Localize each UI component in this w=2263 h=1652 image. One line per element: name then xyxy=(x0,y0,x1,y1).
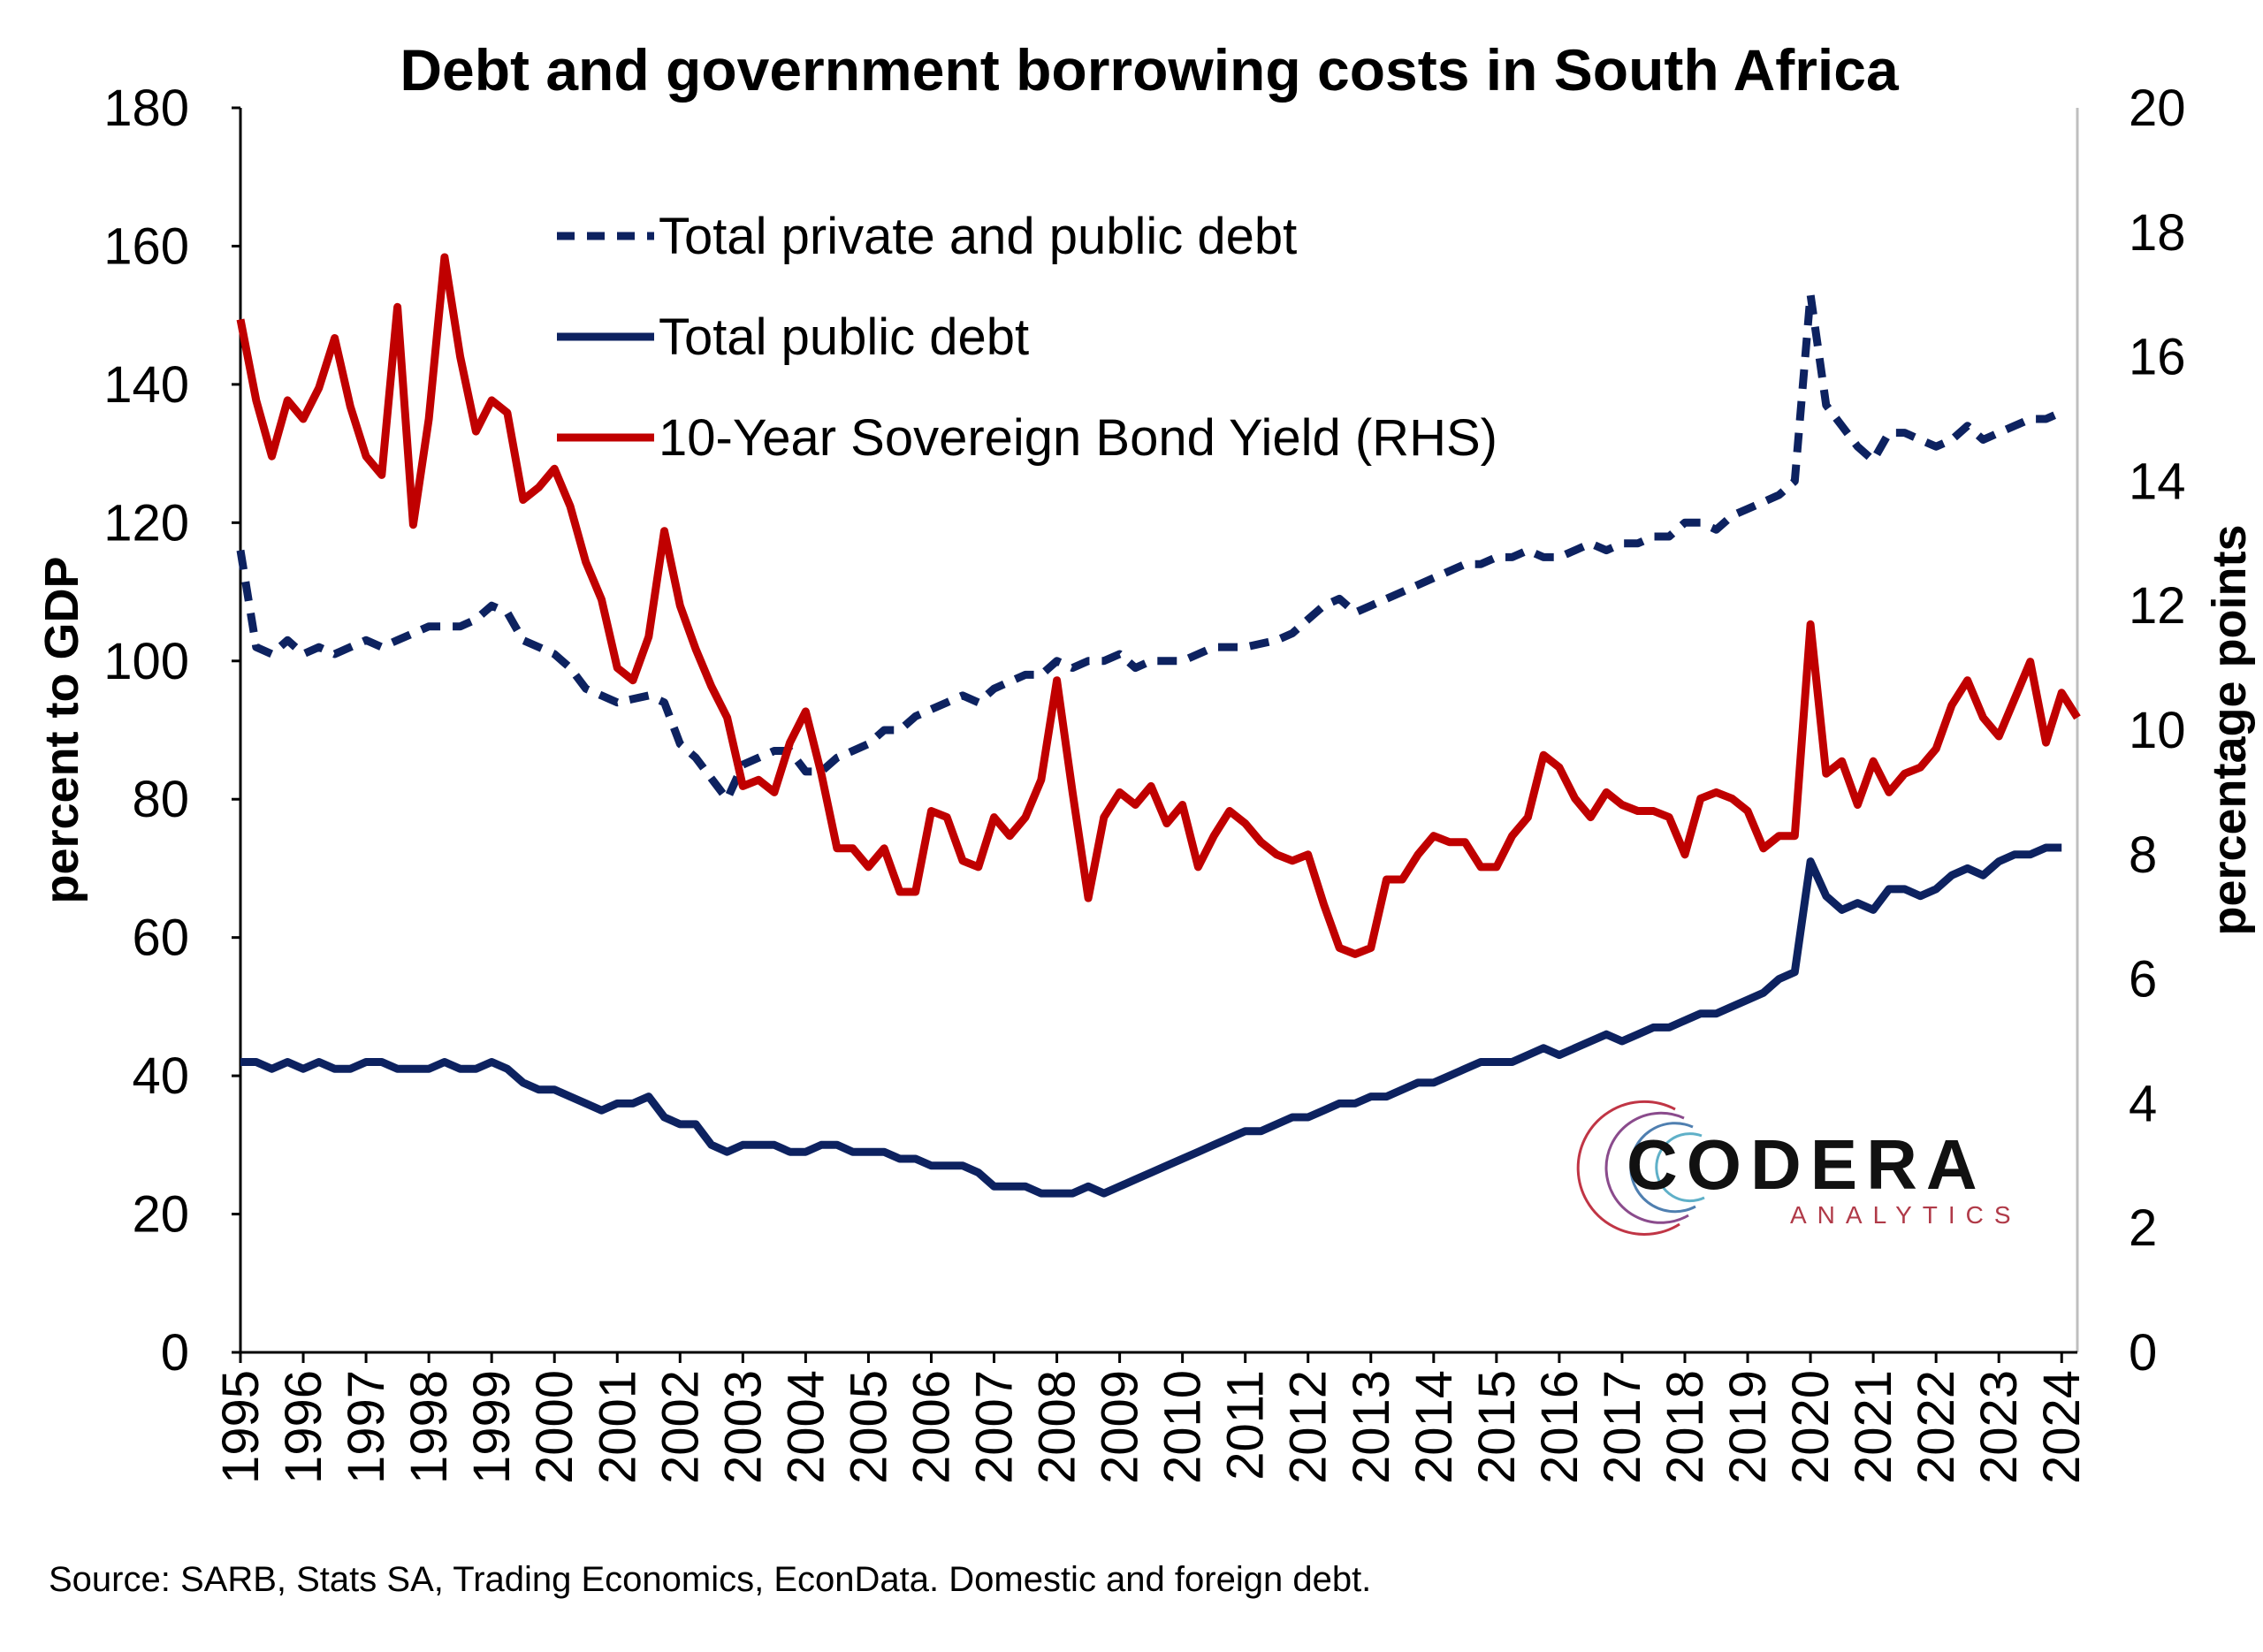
right-axis-title: percentage points xyxy=(2203,524,2256,935)
x-tick-label: 1999 xyxy=(463,1370,521,1484)
x-tick-label: 2016 xyxy=(1531,1370,1589,1484)
codera-logo-subtitle: ANALYTICS xyxy=(1790,1201,2022,1229)
x-tick-label: 1997 xyxy=(338,1370,395,1484)
legend-label-bond-yield: 10-Year Sovereign Bond Yield (RHS) xyxy=(659,409,1497,467)
codera-logo-mark xyxy=(1576,1100,1705,1236)
x-tick-label: 2000 xyxy=(526,1370,583,1484)
x-axis-ticks: 1995 1996 1997 1998 1999 2000 2001 2002 2003 2004… xyxy=(212,1352,2091,1484)
left-tick-label: 160 xyxy=(103,217,189,275)
left-tick-label: 80 xyxy=(132,771,189,828)
x-tick-label: 2018 xyxy=(1657,1370,1714,1484)
left-tick-label: 120 xyxy=(103,494,189,552)
x-tick-label: 2008 xyxy=(1029,1370,1086,1484)
left-tick-label: 60 xyxy=(132,910,189,967)
x-tick-label: 2007 xyxy=(966,1370,1024,1484)
right-tick-label: 10 xyxy=(2129,702,2186,759)
left-tick-label: 0 xyxy=(161,1324,189,1382)
right-tick-label: 2 xyxy=(2129,1199,2157,1257)
series-line-1 xyxy=(240,843,2062,1198)
source-note: Source: SARB, Stats SA, Trading Economic… xyxy=(49,1560,1371,1599)
x-tick-label: 2003 xyxy=(714,1370,772,1484)
x-tick-label: 2021 xyxy=(1845,1370,1902,1484)
x-tick-label: 2014 xyxy=(1406,1370,1463,1484)
codera-logo-name: CODERA xyxy=(1627,1125,1986,1204)
x-tick-label: 1996 xyxy=(275,1370,332,1484)
series-line-2 xyxy=(236,253,2081,958)
right-tick-label: 8 xyxy=(2129,826,2157,884)
series-line-0 xyxy=(236,290,2064,803)
x-tick-label: 2006 xyxy=(903,1370,960,1484)
right-tick-label: 20 xyxy=(2129,80,2186,137)
x-tick-label: 1998 xyxy=(400,1370,458,1484)
right-tick-label: 0 xyxy=(2129,1324,2157,1382)
right-axis-ticks: 0 2 4 6 8 10 12 14 16 18 20 xyxy=(2129,80,2186,1382)
left-tick-label: 40 xyxy=(132,1047,189,1105)
left-axis-title: percent to GDP xyxy=(35,556,88,903)
x-tick-label: 1995 xyxy=(212,1370,270,1484)
x-tick-label: 2009 xyxy=(1092,1370,1149,1484)
x-tick-label: 2004 xyxy=(777,1370,834,1484)
x-tick-label: 2023 xyxy=(1970,1370,2028,1484)
left-tick-label: 140 xyxy=(103,356,189,414)
x-tick-label: 2010 xyxy=(1154,1370,1212,1484)
x-tick-label: 2017 xyxy=(1594,1370,1651,1484)
x-tick-label: 2012 xyxy=(1280,1370,1337,1484)
x-tick-label: 2002 xyxy=(651,1370,709,1484)
left-tick-label: 100 xyxy=(103,633,189,690)
right-tick-label: 18 xyxy=(2129,204,2186,262)
codera-logo: CODERA ANALYTICS xyxy=(1576,1100,2022,1236)
left-axis-ticks: 0 20 40 60 80 100 120 140 160 180 xyxy=(103,80,240,1382)
right-tick-label: 12 xyxy=(2129,577,2186,635)
left-tick-label: 20 xyxy=(132,1186,189,1244)
legend-label-public: Total public debt xyxy=(659,308,1029,366)
right-tick-label: 14 xyxy=(2129,453,2186,510)
x-tick-label: 2024 xyxy=(2033,1370,2091,1484)
x-tick-label: 2011 xyxy=(1217,1370,1275,1481)
x-tick-label: 2019 xyxy=(1719,1370,1777,1484)
legend-label-private-public: Total private and public debt xyxy=(659,208,1297,265)
x-tick-label: 2005 xyxy=(840,1370,897,1484)
x-tick-label: 2013 xyxy=(1343,1370,1400,1484)
series-lines xyxy=(236,253,2081,1198)
chart-title: Debt and government borrowing costs in S… xyxy=(400,37,1900,103)
x-tick-label: 2022 xyxy=(1908,1370,1965,1484)
x-tick-label: 2015 xyxy=(1468,1370,1526,1484)
left-tick-label: 180 xyxy=(103,80,189,137)
right-tick-label: 6 xyxy=(2129,951,2157,1009)
x-tick-label: 2020 xyxy=(1782,1370,1840,1484)
right-tick-label: 4 xyxy=(2129,1075,2157,1132)
x-tick-label: 2001 xyxy=(589,1370,646,1484)
legend: Total private and public debt Total publ… xyxy=(557,208,1497,467)
right-tick-label: 16 xyxy=(2129,329,2186,386)
